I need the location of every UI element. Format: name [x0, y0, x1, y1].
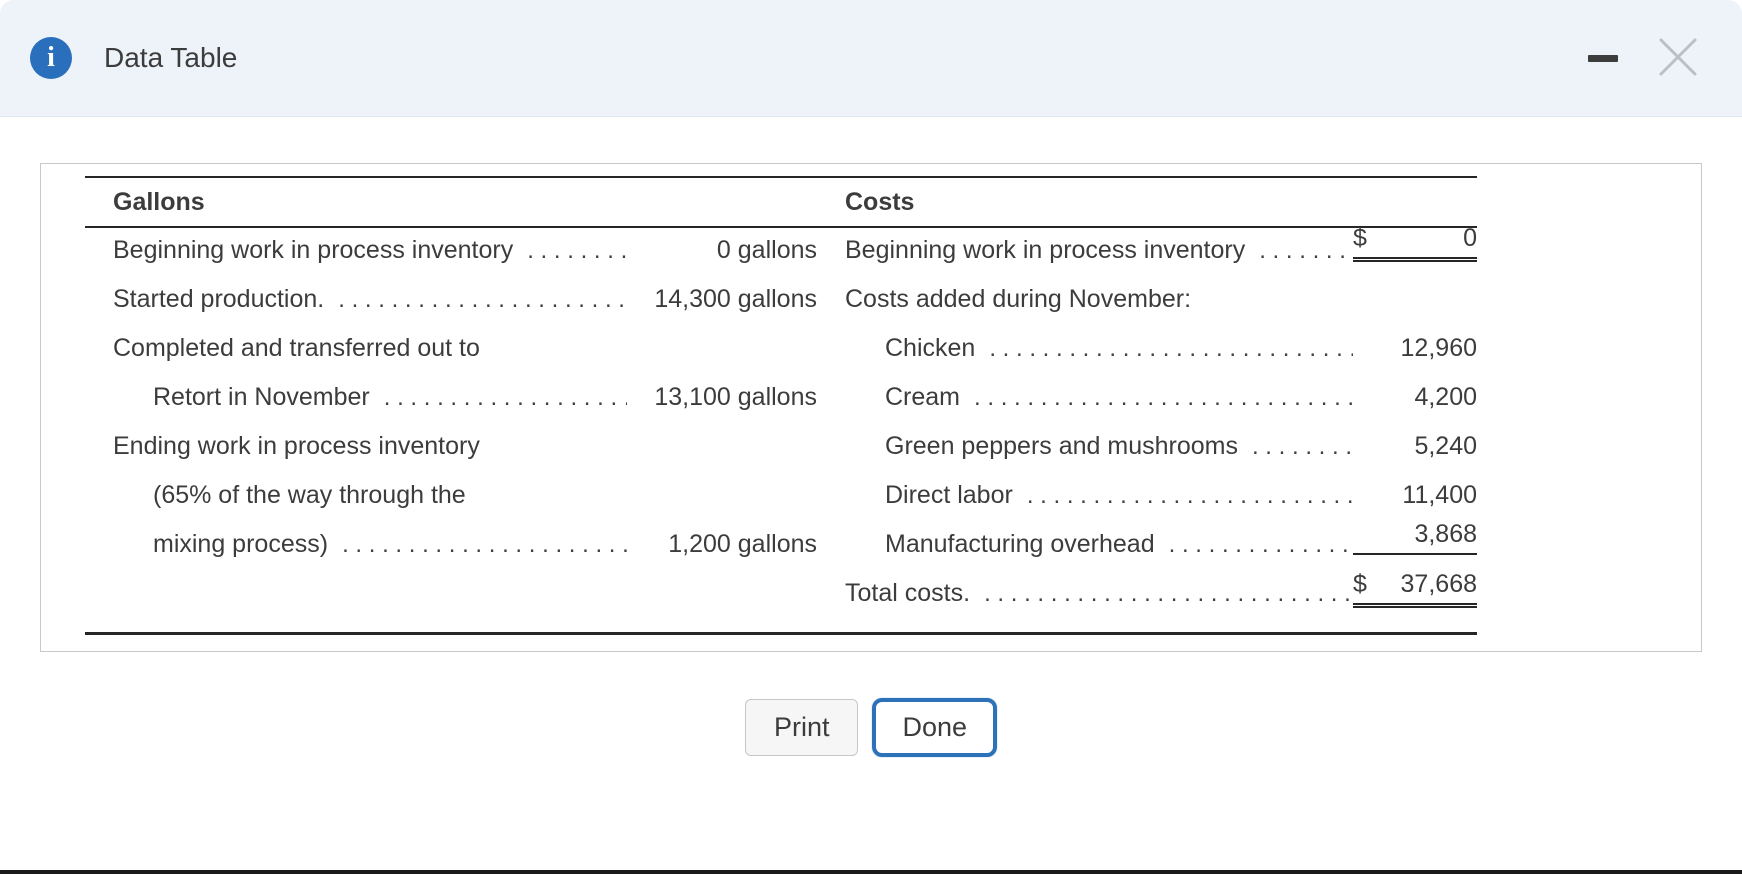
value-number: 5,240: [1414, 432, 1477, 460]
table-row: Beginning work in process inventory . . .…: [845, 224, 1477, 285]
currency-symbol: $: [1353, 224, 1367, 252]
value-number: 12,960: [1400, 334, 1477, 362]
minimize-icon: [1588, 54, 1618, 62]
row-value: 12,960: [1353, 334, 1477, 363]
table-row: Direct labor . . . . . . . . . . . . . . …: [845, 481, 1477, 530]
value-number: 37,668: [1400, 570, 1477, 598]
table-row: Completed and transferred out to: [113, 334, 817, 383]
table-row: mixing process) . . . . . . . . . . . . .…: [113, 530, 817, 579]
row-value: $0: [1353, 224, 1477, 262]
table-row: Ending work in process inventory: [113, 432, 817, 481]
row-value: 14,300 gallons: [627, 285, 817, 314]
row-value: $37,668: [1353, 570, 1477, 608]
table-row: Manufacturing overhead . . . . . . . . . …: [845, 520, 1477, 579]
row-label: Ending work in process inventory: [113, 432, 480, 460]
row-value: 5,240: [1353, 432, 1477, 461]
row-label: mixing process): [153, 530, 329, 558]
row-label: Completed and transferred out to: [113, 334, 480, 362]
dot-leader: . . . . . . . . . . . . . . . . . . . . …: [974, 384, 1353, 411]
row-label: Manufacturing overhead: [885, 530, 1155, 558]
table-row: Chicken . . . . . . . . . . . . . . . . .…: [845, 334, 1477, 383]
value-number: 0: [1463, 224, 1477, 252]
row-value: 3,868: [1353, 520, 1477, 555]
value-number: 14,300 gallons: [654, 285, 817, 313]
table-row: Retort in November . . . . . . . . . . . …: [113, 383, 817, 432]
window-bottom-edge: [0, 870, 1742, 874]
data-table: Gallons Costs Beginning work in process …: [85, 176, 1477, 635]
value-number: 0 gallons: [716, 236, 817, 264]
table-columns: Beginning work in process inventory . . .…: [85, 224, 1477, 632]
row-label: Cream: [885, 383, 961, 411]
row-label: (65% of the way through the: [153, 481, 466, 509]
dot-leader: . . . . . . . . . . . . . . . . . . . . …: [1026, 482, 1353, 509]
row-label: Costs added during November:: [845, 285, 1192, 313]
dialog-titlebar: i Data Table: [0, 0, 1742, 117]
table-row: Total costs. . . . . . . . . . . . . . . …: [845, 570, 1477, 628]
costs-column-header: Costs: [845, 187, 915, 216]
info-icon: i: [30, 37, 72, 79]
print-button[interactable]: Print: [744, 699, 859, 756]
data-table-panel: Gallons Costs Beginning work in process …: [40, 163, 1702, 652]
gallons-rows: Beginning work in process inventory . . .…: [113, 236, 817, 628]
info-glyph: i: [47, 42, 55, 73]
row-label: Beginning work in process inventory: [845, 236, 1246, 264]
dialog-title: Data Table: [104, 42, 238, 73]
value-number: 11,400: [1402, 481, 1477, 509]
table-row: (65% of the way through the: [113, 481, 817, 530]
row-value: 0 gallons: [627, 236, 817, 265]
row-label: Started production.: [113, 285, 325, 313]
table-row: Cream . . . . . . . . . . . . . . . . . .…: [845, 383, 1477, 432]
currency-symbol: $: [1353, 570, 1367, 598]
dot-leader: . . . . . . . . . . . . . . . . . . . . …: [383, 384, 627, 411]
done-button[interactable]: Done: [872, 698, 998, 757]
row-label: Chicken: [885, 334, 976, 362]
gallons-column-header: Gallons: [113, 187, 205, 216]
value-number: 13,100 gallons: [654, 383, 817, 411]
table-row: Beginning work in process inventory . . .…: [113, 236, 817, 285]
table-row: Green peppers and mushrooms . . . . . . .…: [845, 432, 1477, 481]
value-number: 1,200 gallons: [668, 530, 817, 558]
row-value: 4,200: [1353, 383, 1477, 412]
table-row: Started production. . . . . . . . . . . .…: [113, 285, 817, 334]
value-number: 3,868: [1414, 520, 1477, 548]
minimize-button[interactable]: [1582, 49, 1624, 68]
dot-leader: . . . . . . . . . . . . . . . . . . . . …: [1168, 531, 1353, 558]
value-number: 4,200: [1414, 383, 1477, 411]
close-button[interactable]: [1650, 29, 1706, 88]
dot-leader: . . . . . . . . . . . . . . . . . . . . …: [989, 335, 1353, 362]
window-controls: [1582, 29, 1706, 88]
row-label: Total costs.: [845, 579, 971, 607]
costs-rows: Beginning work in process inventory . . .…: [845, 224, 1477, 628]
row-value: 11,400: [1353, 481, 1477, 510]
dot-leader: . . . . . . . . . . . . . . . . . . . . …: [1259, 237, 1353, 264]
row-label: Beginning work in process inventory: [113, 236, 514, 264]
table-row: Costs added during November:: [845, 285, 1477, 334]
row-value: 13,100 gallons: [627, 383, 817, 412]
row-label: Direct labor: [885, 481, 1013, 509]
table-header-row: Gallons Costs: [85, 178, 1477, 228]
row-value: 1,200 gallons: [627, 530, 817, 559]
dialog-body: Gallons Costs Beginning work in process …: [0, 117, 1742, 870]
dot-leader: . . . . . . . . . . . . . . . . . . . . …: [527, 237, 627, 264]
dot-leader: . . . . . . . . . . . . . . . . . . . . …: [1251, 433, 1353, 460]
dot-leader: . . . . . . . . . . . . . . . . . . . . …: [984, 580, 1353, 607]
dialog-actions: Print Done: [0, 698, 1742, 757]
close-icon: [1656, 35, 1700, 82]
row-label: Green peppers and mushrooms: [885, 432, 1238, 460]
dot-leader: . . . . . . . . . . . . . . . . . . . . …: [342, 531, 627, 558]
dot-leader: . . . . . . . . . . . . . . . . . . . . …: [338, 286, 627, 313]
row-label: Retort in November: [153, 383, 370, 411]
